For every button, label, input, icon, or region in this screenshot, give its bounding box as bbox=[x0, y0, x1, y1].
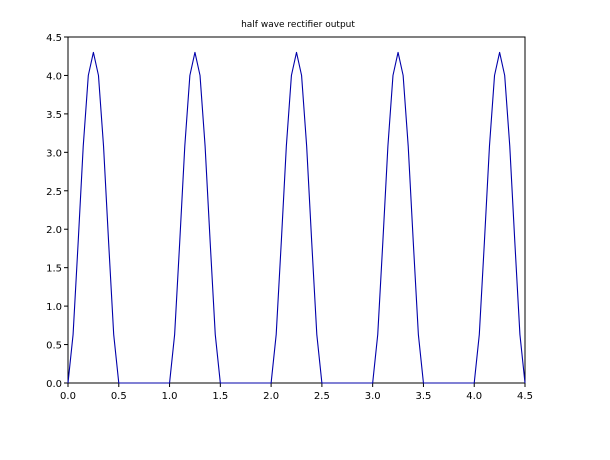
x-tick-label: 3.5 bbox=[415, 391, 431, 402]
y-tick-label: 0.0 bbox=[46, 379, 62, 390]
y-tick-label: 2.5 bbox=[46, 187, 62, 198]
y-tick-label: 1.5 bbox=[46, 264, 62, 275]
x-tick-label: 2.5 bbox=[314, 391, 330, 402]
y-tick-label: 4.0 bbox=[46, 71, 62, 82]
plot-frame bbox=[67, 36, 526, 384]
x-tick-label: 3.0 bbox=[365, 391, 381, 402]
chart-title: half wave rectifier output bbox=[241, 20, 355, 30]
plot-area: 0.0 0.5 1.0 1.5 2.0 2.5 3.0 3.5 4.0 4.5 0.0 0.5 1.0 1… bbox=[46, 33, 533, 402]
y-tick-label: 0.5 bbox=[46, 341, 62, 352]
x-tick-label: 0.0 bbox=[60, 391, 76, 402]
y-tick-label: 1.0 bbox=[46, 302, 62, 313]
x-tick-label: 2.0 bbox=[263, 391, 279, 402]
x-tick-label: 1.0 bbox=[162, 391, 178, 402]
y-tick-label: 3.5 bbox=[46, 110, 62, 121]
y-tick-label: 2.0 bbox=[46, 225, 62, 236]
x-tick-label: 1.5 bbox=[212, 391, 228, 402]
series-line-0 bbox=[67, 51, 526, 384]
y-tick-label: 3.0 bbox=[46, 148, 62, 159]
x-tick-label: 0.5 bbox=[111, 391, 127, 402]
x-tick-label: 4.5 bbox=[517, 391, 533, 402]
x-tick-label: 4.0 bbox=[466, 391, 482, 402]
y-tick-label: 4.5 bbox=[46, 33, 62, 44]
